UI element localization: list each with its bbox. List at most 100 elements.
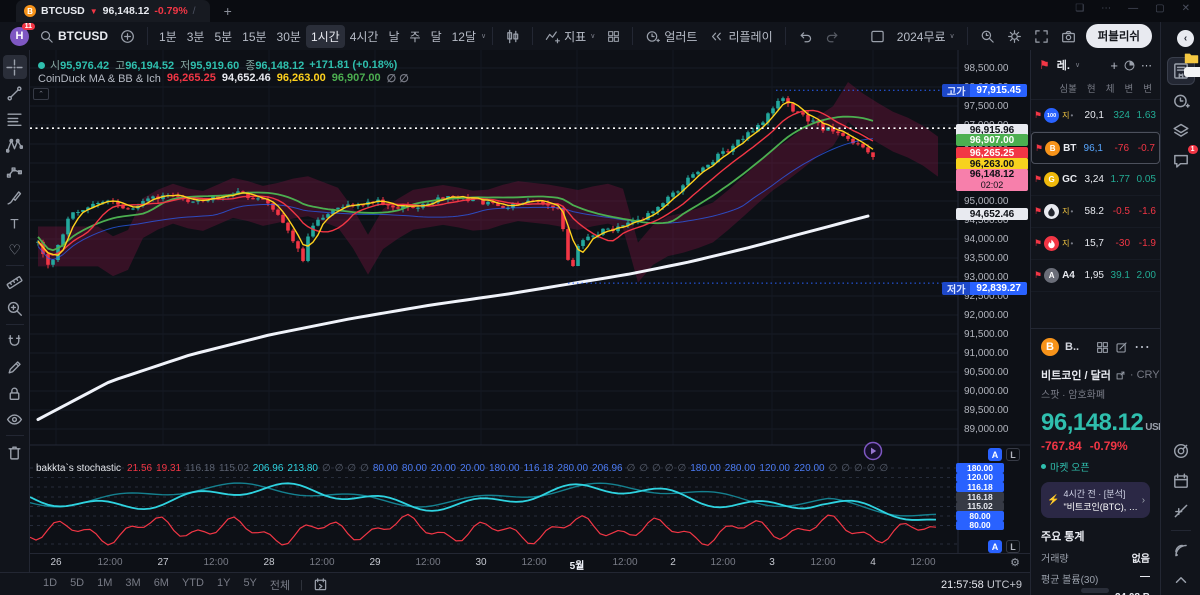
drawing-edit-icon[interactable] bbox=[3, 355, 27, 379]
range-전체[interactable]: 전체 bbox=[270, 577, 290, 593]
indicators-button[interactable]: 지표 ∨ bbox=[539, 25, 601, 48]
interval-15분[interactable]: 15분 bbox=[237, 25, 271, 48]
chevron-up-icon[interactable] bbox=[1167, 566, 1195, 594]
range-6M[interactable]: 6M bbox=[154, 577, 169, 593]
xabcd-pattern-icon[interactable] bbox=[3, 133, 27, 157]
plan-button[interactable]: 2024무료 ∨ bbox=[891, 25, 961, 48]
legend-collapse-button[interactable]: ⌃ bbox=[33, 88, 49, 100]
fullscreen-button[interactable] bbox=[1028, 26, 1055, 47]
magnet-icon[interactable] bbox=[3, 329, 27, 353]
clock[interactable]: 21:57:58 UTC+9 bbox=[941, 579, 1022, 591]
symbol-full-name[interactable]: 비트코인 / 달러 · CRYPTO bbox=[1041, 367, 1150, 383]
undo-button[interactable] bbox=[792, 26, 819, 47]
alert-button[interactable]: 얼러트 bbox=[639, 25, 703, 48]
news-card[interactable]: ⚡ 4시간 전 · [분석] "비트코인(BTC), … › bbox=[1041, 482, 1150, 518]
interval-12달[interactable]: 12달 bbox=[447, 25, 481, 48]
menu-dots-icon[interactable]: ⋯ bbox=[1101, 3, 1111, 14]
new-tab-button[interactable]: + bbox=[224, 3, 232, 19]
publish-button[interactable]: 퍼블리쉬 bbox=[1086, 24, 1152, 48]
range-3M[interactable]: 3M bbox=[125, 577, 140, 593]
emoji-icon[interactable]: ♡ bbox=[3, 237, 27, 261]
interval-주[interactable]: 주 bbox=[405, 25, 426, 48]
go-to-date-icon[interactable] bbox=[313, 577, 328, 592]
brush-icon[interactable] bbox=[3, 185, 27, 209]
compose-icon[interactable] bbox=[1115, 341, 1128, 354]
range-1D[interactable]: 1D bbox=[43, 577, 57, 593]
interval-5분[interactable]: 5분 bbox=[209, 25, 237, 48]
chevron-down-icon[interactable]: ∨ bbox=[1075, 61, 1080, 69]
ohlc-legend[interactable]: 시95,976.42고96,194.52저95,919.60종96,148.12… bbox=[38, 57, 397, 73]
watchlist-row[interactable]: ⚑지•58.2-0.5-1.6 bbox=[1031, 196, 1160, 228]
streams-icon[interactable] bbox=[1167, 536, 1195, 564]
collapse-panel-button[interactable]: ‹ bbox=[1177, 30, 1194, 47]
interval-1분[interactable]: 1분 bbox=[154, 25, 182, 48]
log-scale-button[interactable]: L bbox=[1006, 448, 1020, 461]
replay-button[interactable]: 리플레이 bbox=[703, 25, 778, 48]
quick-search-button[interactable] bbox=[974, 26, 1001, 47]
settings-button[interactable] bbox=[1001, 26, 1028, 47]
price-chart[interactable] bbox=[30, 50, 1030, 553]
watchlist-menu-button[interactable]: ⋯ bbox=[1141, 59, 1152, 72]
range-YTD[interactable]: YTD bbox=[182, 577, 204, 593]
alert-clock-icon[interactable] bbox=[1167, 87, 1195, 115]
grid-layout-icon[interactable] bbox=[1096, 341, 1109, 354]
remove-icon[interactable] bbox=[3, 440, 27, 464]
watchlist-column[interactable]: 체 bbox=[1096, 81, 1115, 95]
interval-달[interactable]: 달 bbox=[426, 25, 447, 48]
log-scale-button[interactable]: L bbox=[1006, 540, 1020, 553]
text-icon[interactable]: T bbox=[3, 211, 27, 235]
watchlist-column[interactable]: 심볼 bbox=[1039, 81, 1077, 95]
range-1Y[interactable]: 1Y bbox=[217, 577, 230, 593]
hide-icon[interactable] bbox=[3, 407, 27, 431]
details-symbol[interactable]: B.. bbox=[1065, 341, 1090, 353]
watchlist-row-BTC[interactable]: ⚑BBTC •96,1-76-0.7 bbox=[1031, 132, 1160, 164]
details-menu-button[interactable]: ⋯ bbox=[1134, 337, 1150, 357]
symbol-search-button[interactable]: BTCUSD bbox=[33, 26, 114, 47]
panes-icon[interactable]: ❏ bbox=[1075, 3, 1084, 14]
watchlist-name[interactable]: 레. bbox=[1057, 57, 1070, 73]
gear-icon[interactable]: ⚙ bbox=[1010, 556, 1020, 569]
minimize-icon[interactable]: — bbox=[1128, 3, 1138, 14]
calendar-icon[interactable] bbox=[1167, 467, 1195, 495]
watchlist-row[interactable]: ⚑지•15,7-30-1.9 bbox=[1031, 228, 1160, 260]
lock-icon[interactable] bbox=[3, 381, 27, 405]
interval-날[interactable]: 날 bbox=[383, 25, 404, 48]
watchlist-row-A4[interactable]: ⚑AA4 •1,9539.12.00 bbox=[1031, 260, 1160, 292]
layout-button[interactable] bbox=[864, 26, 891, 47]
close-icon[interactable]: ✕ bbox=[1182, 3, 1190, 14]
chevron-down-icon[interactable]: ∨ bbox=[481, 32, 486, 40]
measure-icon[interactable] bbox=[3, 270, 27, 294]
snapshot-button[interactable] bbox=[1055, 26, 1082, 47]
auto-scale-button[interactable]: A bbox=[988, 448, 1002, 461]
chart-style-button[interactable] bbox=[499, 26, 526, 47]
indicator-templates-button[interactable] bbox=[601, 27, 626, 46]
range-1M[interactable]: 1M bbox=[97, 577, 112, 593]
user-avatar[interactable]: H 11 bbox=[10, 27, 29, 46]
browser-tab[interactable]: B BTCUSD ▼ 96,148.12 -0.79% / bbox=[16, 0, 210, 22]
interval-3분[interactable]: 3분 bbox=[182, 25, 210, 48]
pie-allocation-icon[interactable] bbox=[1123, 59, 1136, 72]
add-symbol-button[interactable]: + bbox=[1110, 58, 1118, 73]
watchlist-column[interactable]: 변 bbox=[1114, 81, 1133, 95]
chat-icon[interactable]: 1 bbox=[1167, 147, 1195, 175]
interval-30분[interactable]: 30분 bbox=[272, 25, 306, 48]
indicator-legend[interactable]: CoinDuck MA & BB & Ich 96,265.2594,652.4… bbox=[38, 72, 409, 85]
time-axis[interactable]: ⚙ 2612:002712:002812:002912:003012:005월1… bbox=[30, 553, 1030, 573]
compare-add-button[interactable] bbox=[114, 26, 141, 47]
trend-line-icon[interactable] bbox=[3, 81, 27, 105]
watchlist-row-GC[interactable]: ⚑GGC •3,241.770.05 bbox=[1031, 164, 1160, 196]
stochastic-legend[interactable]: bakkta`s stochastic 21.5619.31116.18115.… bbox=[36, 463, 888, 474]
trade-icon[interactable] bbox=[1167, 497, 1195, 525]
interval-1시간[interactable]: 1시간 bbox=[306, 25, 345, 48]
maximize-icon[interactable]: ▢ bbox=[1155, 3, 1164, 14]
gauge-icon[interactable] bbox=[1167, 437, 1195, 465]
zoom-in-icon[interactable] bbox=[3, 296, 27, 320]
watchlist-column[interactable]: 변 bbox=[1133, 81, 1152, 95]
flag-icon[interactable]: ⚑ bbox=[1039, 58, 1050, 72]
forecast-icon[interactable] bbox=[3, 159, 27, 183]
sidebar-resize-handle[interactable] bbox=[1081, 588, 1109, 593]
range-5D[interactable]: 5D bbox=[70, 577, 84, 593]
chart-pane[interactable]: 시95,976.42고96,194.52저95,919.60종96,148.12… bbox=[30, 50, 1030, 553]
redo-button[interactable] bbox=[819, 26, 846, 47]
auto-scale-button[interactable]: A bbox=[988, 540, 1002, 553]
